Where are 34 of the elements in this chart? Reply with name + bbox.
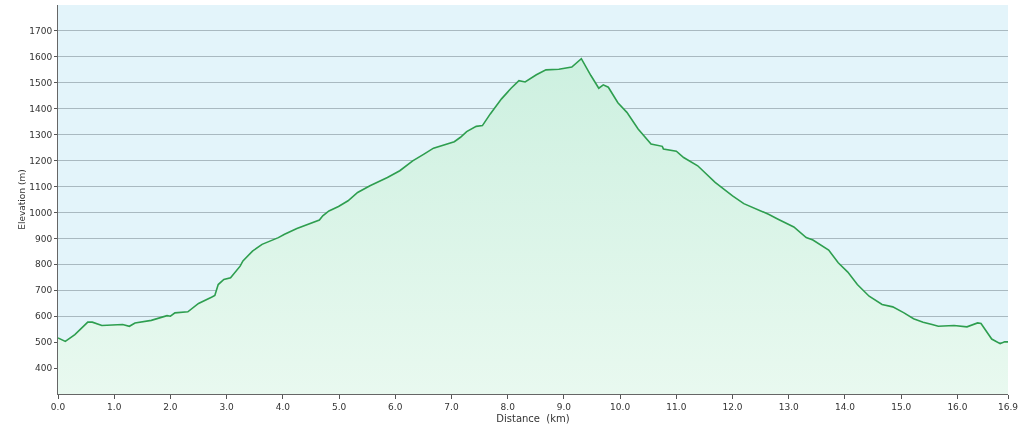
x-tick-label: 16.0 [947, 401, 968, 412]
y-tick-label: 1500 [29, 77, 53, 88]
x-tick-label: 16.9 [997, 401, 1019, 412]
x-tick-label: 11.0 [666, 401, 687, 412]
y-tick-label: 700 [35, 285, 53, 296]
y-tick-label: 1200 [29, 155, 53, 166]
y-axis-title: Elevation (m) [16, 169, 27, 230]
y-tick-label: 400 [35, 363, 53, 374]
x-tick-label: 4.0 [275, 401, 291, 412]
y-tick-label: 1300 [29, 129, 53, 140]
y-tick-label: 1600 [29, 52, 53, 63]
y-tick-label: 800 [35, 259, 53, 270]
y-tick-label: 1400 [29, 103, 53, 114]
x-tick-label: 7.0 [444, 401, 459, 412]
y-tick-label: 600 [35, 311, 53, 322]
x-tick-label: 0.0 [50, 401, 66, 412]
x-tick-label: 3.0 [219, 401, 235, 412]
x-tick-label: 8.0 [500, 401, 516, 412]
y-tick-label: 1100 [29, 181, 53, 192]
x-tick-label: 15.0 [891, 401, 912, 412]
y-tick-label: 1700 [29, 26, 53, 37]
y-tick-label: 900 [35, 233, 53, 244]
x-tick-label: 9.0 [556, 401, 572, 412]
x-tick-label: 13.0 [778, 401, 800, 412]
x-tick-label: 2.0 [163, 401, 178, 412]
x-tick-label: 12.0 [722, 401, 743, 412]
x-tick-label: 1.0 [107, 401, 122, 412]
x-tick-label: 14.0 [834, 401, 856, 412]
y-tick-label: 500 [35, 337, 53, 348]
x-tick-label: 5.0 [331, 401, 347, 412]
x-tick-label: 6.0 [388, 401, 403, 412]
y-tick-label: 1000 [29, 207, 53, 218]
x-axis-title: Distance (km) [496, 413, 570, 425]
x-tick-label: 10.0 [610, 401, 631, 412]
